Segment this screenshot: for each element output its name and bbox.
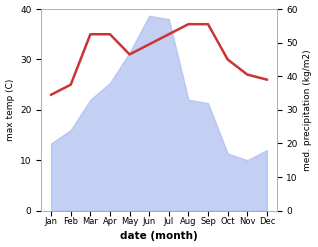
Y-axis label: max temp (C): max temp (C) — [5, 79, 15, 141]
X-axis label: date (month): date (month) — [120, 231, 198, 242]
Y-axis label: med. precipitation (kg/m2): med. precipitation (kg/m2) — [303, 49, 313, 171]
